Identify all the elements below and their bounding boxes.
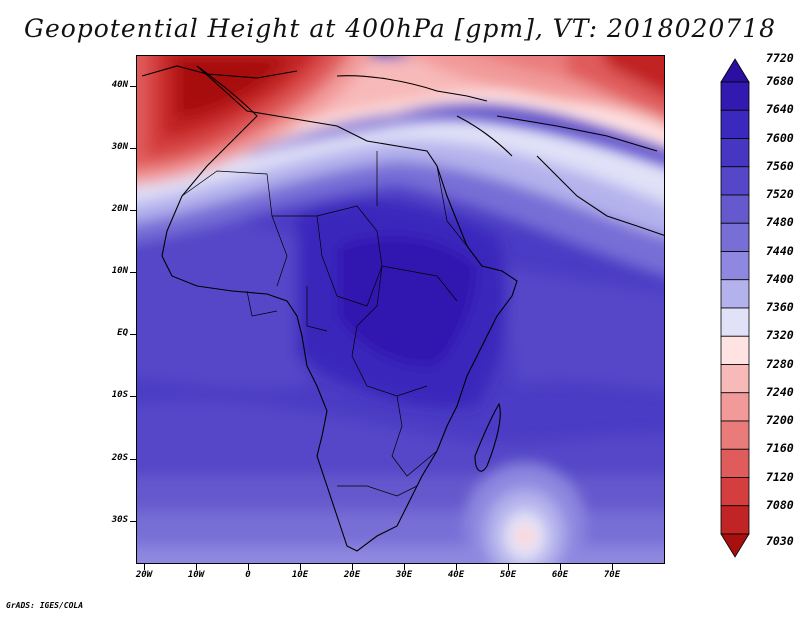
- lon-tick: [612, 564, 613, 570]
- lat-label-20n: 20N: [111, 204, 128, 214]
- colorbar-label: 7680: [766, 74, 794, 88]
- lat-label-10s: 10S: [111, 390, 128, 400]
- lon-tick: [144, 564, 145, 570]
- colorbar-box: [720, 505, 750, 535]
- height-field-map: [137, 56, 664, 563]
- colorbar-label: 7360: [766, 300, 794, 314]
- height-contours: [137, 56, 664, 563]
- colorbar-label: 7640: [766, 102, 794, 117]
- lat-tick: [130, 521, 136, 522]
- colorbar-label: 7280: [766, 356, 794, 371]
- lat-label-30n: 30N: [111, 142, 128, 152]
- map-panel: [136, 55, 665, 564]
- lat-tick: [130, 459, 136, 460]
- lon-tick: [196, 564, 197, 570]
- lon-label-70e: 70E: [603, 570, 621, 580]
- colorbar-box: [720, 420, 750, 450]
- colorbar-box: [720, 448, 750, 478]
- colorbar-box: [720, 335, 750, 365]
- lat-tick: [130, 396, 136, 397]
- colorbar-box: [720, 81, 750, 111]
- colorbar-boxes: [720, 58, 750, 558]
- colorbar-box: [720, 109, 750, 139]
- lon-tick: [404, 564, 405, 570]
- colorbar-box: [720, 166, 750, 196]
- lon-tick: [508, 564, 509, 570]
- lat-tick: [130, 148, 136, 149]
- colorbar-box: [720, 364, 750, 394]
- colorbar-label: 7400: [766, 271, 794, 286]
- lat-label-10n: 10N: [111, 266, 128, 276]
- lon-tick: [248, 564, 249, 570]
- lon-label-50e: 50E: [499, 570, 517, 580]
- lon-label-10e: 10E: [291, 570, 309, 580]
- colorbar-box: [720, 194, 750, 224]
- lon-label-40e: 40E: [447, 570, 465, 580]
- lon-tick: [456, 564, 457, 570]
- colorbar-label: 7480: [766, 215, 794, 230]
- colorbar-box: [720, 222, 750, 252]
- lat-tick: [130, 272, 136, 273]
- lat-label-eq: EQ: [117, 328, 128, 338]
- colorbar-box: [720, 251, 750, 281]
- lon-label-20w: 20W: [135, 570, 153, 580]
- lon-label-10w: 10W: [187, 570, 205, 580]
- colorbar-label: 7240: [766, 384, 794, 399]
- colorbar-box: [720, 533, 750, 558]
- colorbar-label: 7600: [766, 130, 794, 145]
- lon-tick: [560, 564, 561, 570]
- colorbar-box: [720, 477, 750, 507]
- colorbar-label: 7560: [766, 158, 794, 173]
- lon-tick: [352, 564, 353, 570]
- colorbar-label: 7200: [766, 413, 794, 427]
- lon-label-30e: 30E: [395, 570, 413, 580]
- lon-label-0: 0: [245, 570, 251, 580]
- lat-tick: [130, 334, 136, 335]
- colorbar-label: 7320: [766, 328, 794, 343]
- lat-label-30s: 30S: [111, 515, 128, 525]
- colorbar-box: [720, 58, 750, 83]
- chart-title: Geopotential Height at 400hPa [gpm], VT:…: [23, 14, 777, 43]
- colorbar-label: 7720: [766, 51, 794, 65]
- lon-tick: [300, 564, 301, 570]
- colorbar-label: 7520: [766, 187, 794, 201]
- colorbar-label: 7080: [766, 497, 794, 512]
- colorbar-box: [720, 307, 750, 337]
- colorbar-label: 7160: [766, 441, 794, 456]
- grads-credit: GrADS: IGES/COLA: [6, 601, 84, 610]
- lat-label-20s: 20S: [111, 453, 128, 463]
- lon-label-60e: 60E: [551, 570, 569, 580]
- lat-label-40n: 40N: [111, 80, 128, 90]
- lat-tick: [130, 86, 136, 87]
- coastlines: [141, 65, 664, 552]
- colorbar-box: [720, 279, 750, 309]
- lat-tick: [130, 210, 136, 211]
- colorbar: [720, 58, 750, 558]
- colorbar-box: [720, 138, 750, 168]
- country-borders: [181, 151, 468, 497]
- colorbar-box: [720, 392, 750, 422]
- colorbar-label: 7030: [766, 534, 794, 548]
- lon-label-20e: 20E: [343, 570, 361, 580]
- colorbar-label: 7440: [766, 243, 794, 258]
- colorbar-label: 7120: [766, 469, 794, 484]
